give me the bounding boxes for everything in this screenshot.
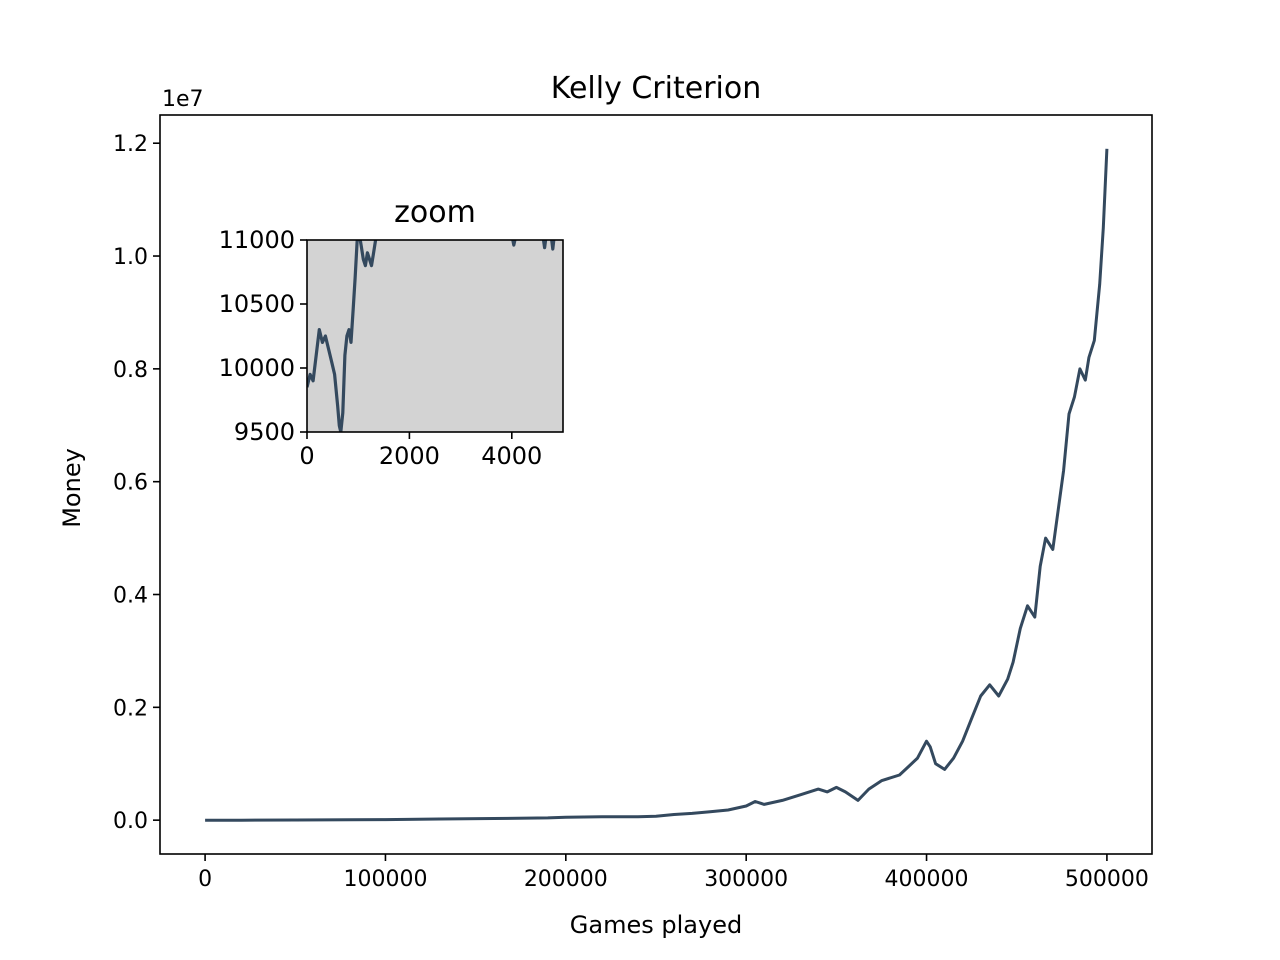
- x-tick-label: 200000: [524, 867, 608, 892]
- inset-series-line: [307, 240, 378, 432]
- x-tick-label: 500000: [1065, 867, 1149, 892]
- x-tick-label: 300000: [704, 867, 788, 892]
- money-series-line: [205, 148, 1109, 822]
- y-tick-label: 0.6: [113, 471, 148, 496]
- inset-x-tick-label: 0: [299, 442, 314, 470]
- y-axis-label: Money: [58, 448, 86, 528]
- y-tick-label: 0.8: [113, 358, 148, 383]
- inset-series-line: [511, 240, 517, 247]
- main-axes: 0 100000 200000 300000 400000 5000000.00.20.4…: [113, 114, 1153, 892]
- y-tick-label: 0.2: [113, 696, 148, 721]
- x-tick-label: 0: [198, 867, 212, 892]
- chart-title: Kelly Criterion: [551, 71, 761, 106]
- main-plot-frame: [159, 114, 1153, 855]
- inset-axes: 0 2000 4000 9500 10000 10500 11000: [219, 226, 564, 470]
- inset-y-tick-label: 9500: [234, 418, 295, 446]
- inset-y-tick-label: 10000: [219, 354, 295, 382]
- inset-plot-frame: [306, 239, 564, 433]
- inset-x-tick-label: 4000: [481, 442, 542, 470]
- x-axis-label: Games played: [570, 911, 742, 939]
- inset-series-line: [550, 240, 556, 251]
- inset-y-tick-label: 11000: [219, 226, 295, 254]
- y-tick-label: 0.0: [113, 809, 148, 834]
- y-tick-label: 1.2: [113, 132, 148, 157]
- inset-title: zoom: [394, 195, 476, 230]
- y-tick-label: 0.4: [113, 584, 148, 609]
- inset-y-tick-label: 10500: [219, 290, 295, 318]
- x-tick-label: 100000: [343, 867, 427, 892]
- y-tick-label: 1.0: [113, 245, 148, 270]
- inset-series-line: [541, 240, 548, 250]
- x-tick-label: 400000: [885, 867, 969, 892]
- inset-x-tick-label: 2000: [379, 442, 440, 470]
- y-offset-label: 1e7: [162, 87, 204, 112]
